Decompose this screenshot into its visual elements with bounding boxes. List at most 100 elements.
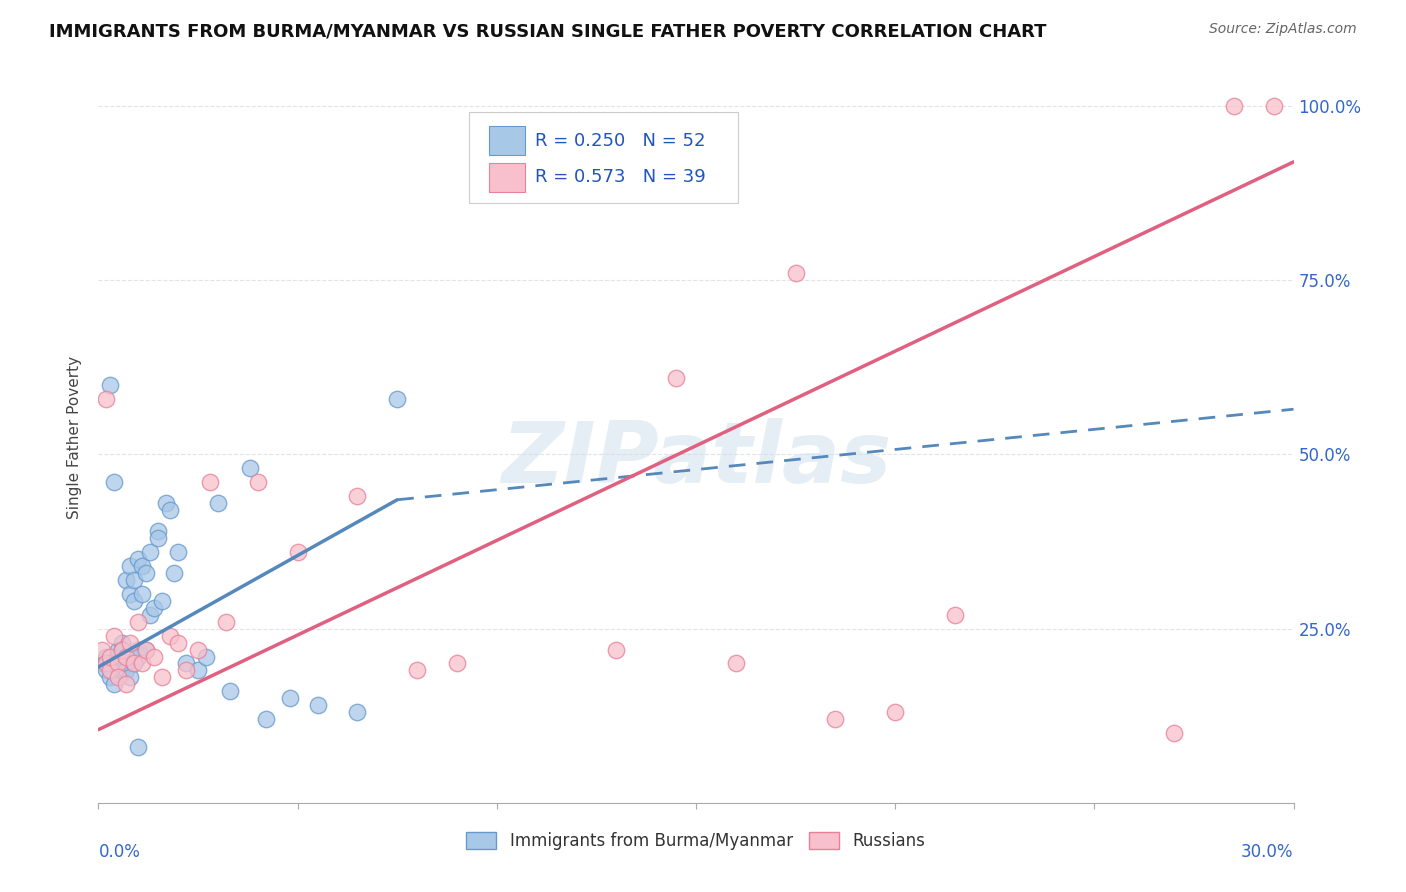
Point xyxy=(446,657,468,671)
Point xyxy=(174,657,197,671)
Bar xyxy=(489,163,524,192)
Point xyxy=(131,657,153,671)
Point xyxy=(111,642,134,657)
FancyBboxPatch shape xyxy=(470,112,738,203)
Point xyxy=(187,664,209,678)
Point xyxy=(127,552,149,566)
Point xyxy=(155,496,177,510)
Bar xyxy=(489,127,524,155)
Point xyxy=(127,649,149,664)
Point xyxy=(107,649,129,664)
Point xyxy=(785,266,807,280)
Point xyxy=(287,545,309,559)
Point xyxy=(127,615,149,629)
Point xyxy=(98,670,122,684)
Point xyxy=(91,642,114,657)
Point xyxy=(124,657,146,671)
Point xyxy=(148,531,170,545)
Point xyxy=(605,642,627,657)
Point xyxy=(98,377,122,392)
Point xyxy=(139,545,162,559)
Point xyxy=(943,607,966,622)
Point xyxy=(107,642,129,657)
Point xyxy=(107,670,129,684)
Point xyxy=(120,670,142,684)
Point xyxy=(1263,99,1285,113)
Point xyxy=(111,664,134,678)
Point xyxy=(98,649,122,664)
Point xyxy=(159,629,181,643)
Point xyxy=(103,677,125,691)
Point xyxy=(884,705,907,719)
Point xyxy=(131,587,153,601)
Point xyxy=(198,475,221,490)
Point xyxy=(239,461,262,475)
Point xyxy=(98,657,122,671)
Point xyxy=(143,649,166,664)
Point xyxy=(724,657,747,671)
Point xyxy=(107,657,129,671)
Point xyxy=(174,664,197,678)
Text: IMMIGRANTS FROM BURMA/MYANMAR VS RUSSIAN SINGLE FATHER POVERTY CORRELATION CHART: IMMIGRANTS FROM BURMA/MYANMAR VS RUSSIAN… xyxy=(49,22,1046,40)
Point xyxy=(150,670,173,684)
Point xyxy=(120,558,142,573)
Text: ZIPatlas: ZIPatlas xyxy=(501,417,891,500)
Point xyxy=(96,392,118,406)
Point xyxy=(115,649,138,664)
Point xyxy=(143,600,166,615)
Point xyxy=(115,664,138,678)
Point xyxy=(246,475,269,490)
Point xyxy=(131,558,153,573)
Point xyxy=(96,657,118,671)
Point xyxy=(103,629,125,643)
Point xyxy=(207,496,229,510)
Point xyxy=(219,684,242,698)
Point xyxy=(278,691,301,706)
Point xyxy=(124,657,146,671)
Point xyxy=(96,649,118,664)
Point xyxy=(824,712,846,726)
Point xyxy=(124,594,146,608)
Point xyxy=(307,698,329,713)
Point xyxy=(139,607,162,622)
Point xyxy=(159,503,181,517)
Point xyxy=(406,664,429,678)
Text: Source: ZipAtlas.com: Source: ZipAtlas.com xyxy=(1209,22,1357,37)
Point xyxy=(135,642,157,657)
Point xyxy=(150,594,173,608)
Y-axis label: Single Father Poverty: Single Father Poverty xyxy=(67,356,83,518)
Point xyxy=(111,635,134,649)
Point xyxy=(115,657,138,671)
Text: 30.0%: 30.0% xyxy=(1241,843,1294,861)
Point xyxy=(1223,99,1246,113)
Text: 0.0%: 0.0% xyxy=(98,843,141,861)
Point xyxy=(107,657,129,671)
Point xyxy=(167,635,190,649)
Point xyxy=(91,657,114,671)
Point xyxy=(135,566,157,580)
Point xyxy=(103,475,125,490)
Text: R = 0.250   N = 52: R = 0.250 N = 52 xyxy=(534,132,706,150)
Point xyxy=(254,712,277,726)
Point xyxy=(127,740,149,755)
Point xyxy=(120,587,142,601)
Point xyxy=(111,642,134,657)
Point xyxy=(115,677,138,691)
Text: R = 0.573   N = 39: R = 0.573 N = 39 xyxy=(534,169,706,186)
Point xyxy=(665,371,688,385)
Legend: Immigrants from Burma/Myanmar, Russians: Immigrants from Burma/Myanmar, Russians xyxy=(460,825,932,856)
Point xyxy=(195,649,218,664)
Point xyxy=(135,642,157,657)
Point xyxy=(124,573,146,587)
Point xyxy=(163,566,186,580)
Point xyxy=(385,392,409,406)
Point xyxy=(1163,726,1185,740)
Point xyxy=(115,573,138,587)
Point xyxy=(346,705,368,719)
Point xyxy=(187,642,209,657)
Point xyxy=(215,615,238,629)
Point xyxy=(120,635,142,649)
Point xyxy=(127,642,149,657)
Point xyxy=(96,664,118,678)
Point xyxy=(346,489,368,503)
